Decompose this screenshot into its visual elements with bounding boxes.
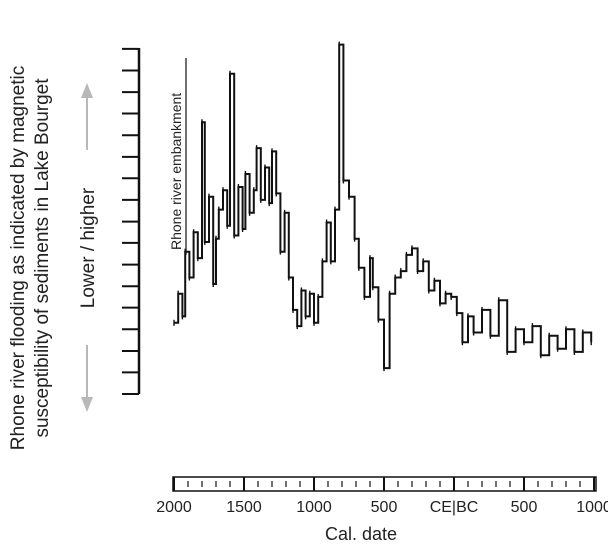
direction-arrows [81, 83, 93, 412]
embankment-annotation: Rhone river embankment [168, 93, 184, 250]
x-tick-label: 1000 [296, 499, 332, 516]
y-axis-ticks [122, 47, 139, 395]
y-axis-label-line1: Rhone river flooding as indicated by mag… [8, 66, 29, 450]
x-tick-label: CE|BC [430, 499, 479, 516]
series-group [173, 41, 593, 372]
down-arrow-head [81, 397, 93, 412]
x-tick-label: 500 [371, 499, 398, 516]
x-tick-label: 1000 [576, 499, 608, 516]
direction-label: Lower / higher [78, 187, 99, 308]
up-arrow-head [81, 83, 93, 98]
x-axis [172, 476, 597, 492]
y-axis-label-line2: susceptibility of sediments in Lake Bour… [32, 78, 53, 438]
x-tick-label: 1500 [226, 499, 262, 516]
x-tick-label: 2000 [156, 499, 192, 516]
x-tick-labels: 2000 1500 1000 500 CE|BC 500 1000 [156, 499, 608, 516]
series-line [174, 43, 593, 370]
x-tick-label: 500 [511, 499, 538, 516]
x-axis-label: Cal. date [325, 524, 397, 544]
